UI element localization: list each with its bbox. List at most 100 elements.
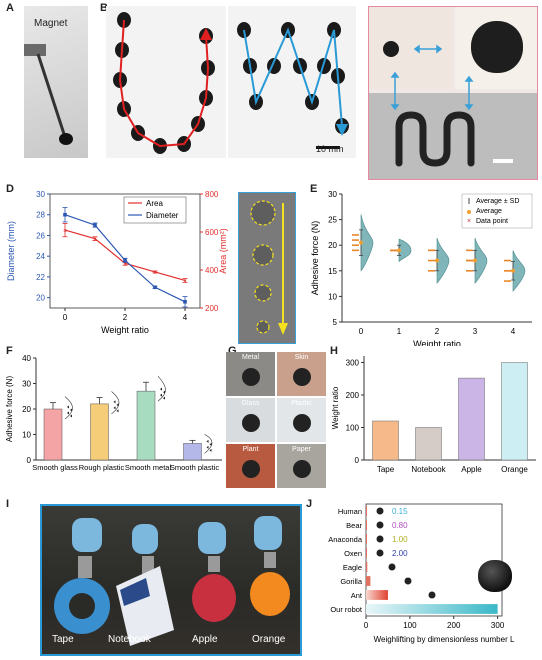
- x-tick-label: Orange: [501, 465, 528, 474]
- surface-label: Skin: [294, 354, 309, 361]
- data-point: [163, 396, 165, 400]
- data-point: [160, 393, 162, 397]
- data-point: ×: [183, 278, 187, 285]
- object-label-notebook: Notebook: [108, 634, 151, 645]
- y-tick-label: Eagle: [343, 563, 362, 572]
- data-point: [116, 409, 119, 413]
- data-point: [63, 212, 67, 217]
- bar: [43, 408, 63, 461]
- data-point: [123, 258, 127, 263]
- bar: [372, 420, 399, 461]
- x-tick-label: 0: [63, 313, 68, 322]
- adhesive-blob: [293, 460, 311, 478]
- legend-box: [461, 193, 533, 229]
- y-tick-label: 10: [22, 431, 31, 440]
- data-point: [160, 387, 162, 391]
- data-point: [209, 448, 212, 452]
- chart-h: 0 100 200 300 Weight ratio Tape Notebook Apple O…: [331, 356, 536, 474]
- y-tick-label: 30: [36, 190, 45, 199]
- legend-entry: Average ± SD: [476, 198, 519, 205]
- adhesive-blob: [242, 368, 260, 386]
- data-point: [67, 405, 69, 409]
- y-tick-label: 40: [22, 354, 31, 363]
- surface-photo-plastic: Plastic: [277, 398, 326, 442]
- x-tick-label: 4: [183, 313, 188, 322]
- distribution-curve: [204, 434, 213, 454]
- y-tick-label: Gorilla: [340, 577, 363, 586]
- chart-h-bars: [372, 362, 528, 461]
- violin-half: [474, 237, 488, 284]
- object-label-apple: Apple: [192, 634, 218, 645]
- panel-j-robot-photo: [478, 560, 512, 592]
- y2-tick-label: 600: [205, 228, 219, 237]
- chart-e-axes: 5 10 15 20 25 30 0 1 2 3 4 Weight ratio Adhesive for…: [310, 190, 532, 346]
- y-tick-label: 30: [22, 380, 31, 389]
- bar: [90, 403, 109, 461]
- chart-d-legend: Area Diameter: [123, 196, 187, 224]
- panel-c-frame: [368, 6, 538, 180]
- x-axis-label: Weight ratio: [101, 325, 149, 335]
- chart-d-series: × × × × ×: [62, 207, 188, 308]
- y-axis-label: Weight ratio: [331, 386, 340, 429]
- animal-icon: [376, 549, 384, 557]
- y-tick-label: 5: [333, 318, 338, 327]
- legend-box: [123, 196, 187, 224]
- panel-i-photo: Tape Notebook Apple Orange: [40, 504, 302, 656]
- y-tick-label: 26: [36, 231, 45, 240]
- bar: [458, 377, 485, 461]
- x-tick-label: 3: [473, 327, 478, 336]
- value-label: 0.80: [392, 521, 408, 530]
- y-tick-label: 0: [27, 456, 32, 465]
- x-tick-label: Rough plastic: [79, 463, 125, 472]
- surface-photo-paper: Paper: [277, 444, 326, 488]
- y-tick-label: Ant: [351, 591, 363, 600]
- scale-bar-label: 10 mm: [316, 144, 344, 154]
- y-tick-label: 20: [36, 294, 45, 303]
- bar: [366, 562, 368, 572]
- y-tick-label: Human: [338, 507, 362, 516]
- surface-label: Metal: [241, 354, 260, 361]
- violin-half: [398, 238, 412, 263]
- surface-label: Plant: [242, 446, 259, 453]
- panel-c-arrows: [390, 44, 474, 111]
- bar: [366, 520, 367, 530]
- y2-tick-label: 200: [205, 304, 219, 313]
- average-marker: [359, 240, 363, 245]
- average-marker: [397, 248, 401, 253]
- y-axis-label: Adhesive force (N): [310, 221, 320, 296]
- bar: [415, 427, 442, 461]
- value-label: 2.00: [392, 549, 408, 558]
- y-tick-label: Bear: [346, 521, 362, 530]
- x-tick-label: 2: [123, 313, 128, 322]
- panel-label-i: I: [6, 498, 10, 510]
- chart-e-legend: × Average ± SD Average Data point: [461, 193, 533, 229]
- surface-photo-skin: Skin: [277, 352, 326, 396]
- surface-photo-plant: Plant: [226, 444, 275, 488]
- scale-bar: [316, 146, 340, 149]
- adhesive-blob: [242, 414, 260, 432]
- violin-half: [512, 250, 526, 292]
- x-tick-label: Smooth glass: [32, 463, 78, 472]
- chart-f: 0 10 20 30 40 Adhesive force (N) Smooth glass R…: [5, 354, 222, 472]
- data-point: ×: [153, 270, 157, 277]
- y-tick-label: Anaconda: [328, 535, 363, 544]
- panel-label-h: H: [330, 345, 338, 357]
- animal-icon: [404, 577, 412, 585]
- chart-f-bars: [43, 376, 213, 461]
- legend-entry: Diameter: [146, 211, 179, 220]
- legend-entry: Data point: [476, 218, 508, 225]
- y-tick-label: 15: [328, 267, 337, 276]
- x-tick-label: 4: [511, 327, 516, 336]
- chart-e: 5 10 15 20 25 30 0 1 2 3 4 Weight ratio Adhesive for…: [310, 190, 533, 346]
- x-tick-label: 1: [397, 327, 402, 336]
- path-red-arrow: [113, 12, 215, 154]
- y-tick-label: 0: [355, 456, 360, 465]
- y-tick-label: 22: [36, 273, 45, 282]
- y-tick-label: 10: [328, 292, 337, 301]
- average-marker: [511, 268, 515, 273]
- panel-label-j: J: [306, 498, 313, 510]
- panel-label-a: A: [6, 2, 14, 14]
- chart-j-bars: 0.15 0.80 1.00 2.00: [366, 506, 498, 614]
- y-tick-label: 30: [328, 190, 337, 199]
